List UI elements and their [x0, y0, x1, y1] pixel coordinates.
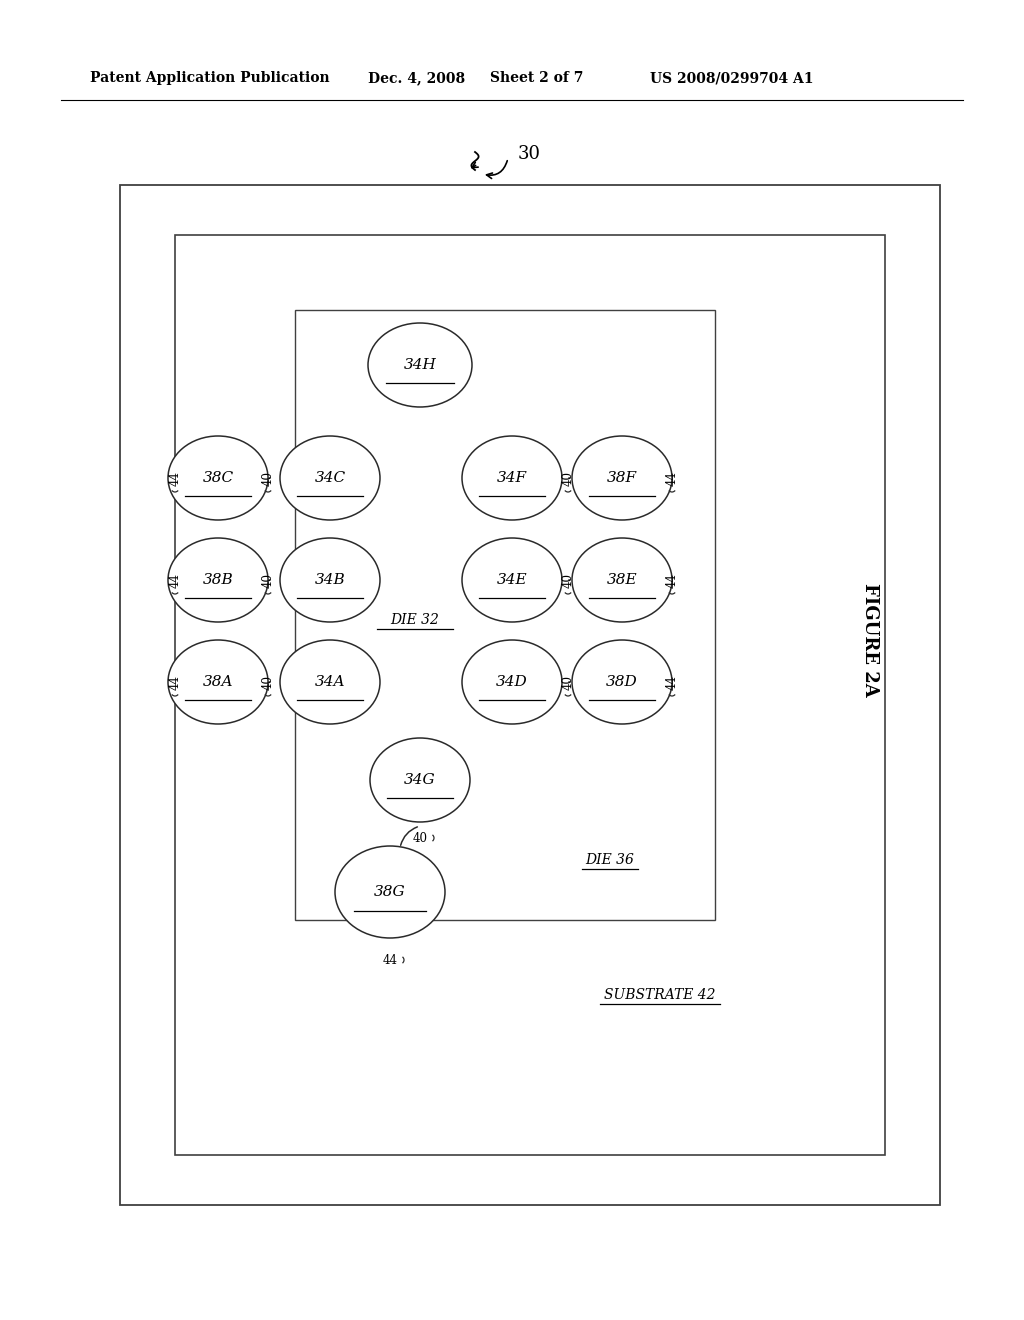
Text: 34B: 34B — [314, 573, 345, 587]
Ellipse shape — [462, 640, 562, 723]
Bar — [295, 310, 715, 920]
Ellipse shape — [280, 539, 380, 622]
Text: 34F: 34F — [497, 471, 527, 484]
Text: 40: 40 — [261, 573, 274, 587]
Text: 40: 40 — [261, 470, 274, 486]
FancyArrowPatch shape — [400, 826, 418, 845]
Text: 38A: 38A — [203, 675, 233, 689]
Text: US 2008/0299704 A1: US 2008/0299704 A1 — [650, 71, 813, 84]
Text: 38D: 38D — [606, 675, 638, 689]
Text: Dec. 4, 2008: Dec. 4, 2008 — [368, 71, 465, 84]
Text: 38F: 38F — [607, 471, 637, 484]
Text: 44: 44 — [666, 573, 679, 587]
Text: 34G: 34G — [404, 774, 436, 787]
Text: Sheet 2 of 7: Sheet 2 of 7 — [490, 71, 584, 84]
Text: 34E: 34E — [497, 573, 527, 587]
Text: 44: 44 — [169, 675, 181, 689]
Text: 44: 44 — [169, 573, 181, 587]
Text: Patent Application Publication: Patent Application Publication — [90, 71, 330, 84]
Ellipse shape — [572, 640, 672, 723]
Text: 34C: 34C — [314, 471, 345, 484]
Text: 44: 44 — [383, 953, 397, 966]
Text: FIGURE 2A: FIGURE 2A — [861, 583, 879, 697]
Bar — [120, 185, 940, 1205]
Text: 38C: 38C — [203, 471, 233, 484]
Text: 44: 44 — [666, 675, 679, 689]
Text: 34A: 34A — [314, 675, 345, 689]
FancyArrowPatch shape — [486, 161, 507, 178]
Text: 40: 40 — [561, 470, 574, 486]
Ellipse shape — [572, 539, 672, 622]
Text: 38B: 38B — [203, 573, 233, 587]
Text: 44: 44 — [169, 470, 181, 486]
Ellipse shape — [572, 436, 672, 520]
Text: 40: 40 — [261, 675, 274, 689]
Ellipse shape — [280, 436, 380, 520]
Ellipse shape — [168, 640, 268, 723]
Text: 38E: 38E — [606, 573, 637, 587]
Ellipse shape — [280, 640, 380, 723]
Ellipse shape — [462, 436, 562, 520]
Text: 38G: 38G — [374, 884, 406, 899]
Bar — [175, 235, 885, 1155]
Text: 40: 40 — [561, 675, 574, 689]
Text: DIE 32: DIE 32 — [390, 612, 439, 627]
Ellipse shape — [368, 323, 472, 407]
Text: 40: 40 — [413, 832, 427, 845]
Text: 30: 30 — [518, 145, 541, 162]
Text: 34D: 34D — [496, 675, 528, 689]
Text: 44: 44 — [666, 470, 679, 486]
Text: SUBSTRATE 42: SUBSTRATE 42 — [604, 987, 716, 1002]
Ellipse shape — [335, 846, 445, 939]
Text: 34H: 34H — [403, 358, 436, 372]
Ellipse shape — [168, 436, 268, 520]
Ellipse shape — [168, 539, 268, 622]
Ellipse shape — [462, 539, 562, 622]
Text: DIE 36: DIE 36 — [586, 853, 635, 867]
Text: 40: 40 — [561, 573, 574, 587]
Ellipse shape — [370, 738, 470, 822]
